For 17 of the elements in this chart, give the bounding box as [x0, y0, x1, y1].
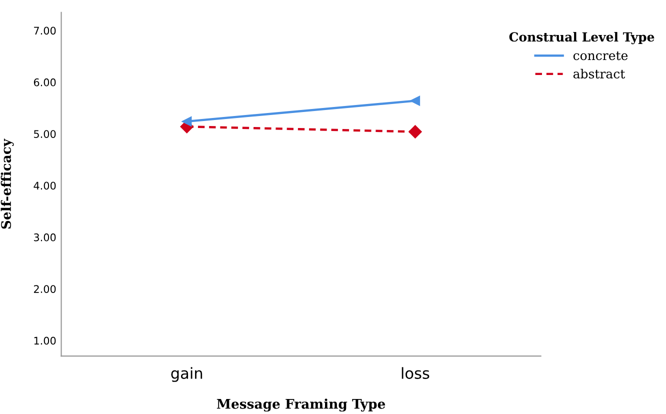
y-tick-label: 6.00 — [34, 78, 56, 86]
point — [410, 96, 420, 106]
y-tick-label: 5.00 — [34, 130, 56, 138]
y-tick-label: 1.00 — [34, 336, 56, 345]
x-tick-label: loss — [402, 367, 430, 379]
y-axis-title: Self-efficacy — [0, 138, 14, 229]
point — [408, 125, 422, 138]
x-tick-label: gain — [171, 367, 202, 382]
legend-label: abstract — [573, 68, 626, 78]
y-tick-label: 4.00 — [34, 182, 56, 190]
legend-label: concrete — [573, 51, 628, 60]
y-tick-label: 7.00 — [34, 26, 56, 35]
x-axis-title: Message Framing Type — [216, 398, 386, 412]
y-tick-label: 2.00 — [34, 285, 56, 293]
legend-title: Construal Level Type — [509, 32, 654, 44]
point — [182, 116, 192, 126]
y-tick-label: 3.00 — [34, 233, 56, 242]
